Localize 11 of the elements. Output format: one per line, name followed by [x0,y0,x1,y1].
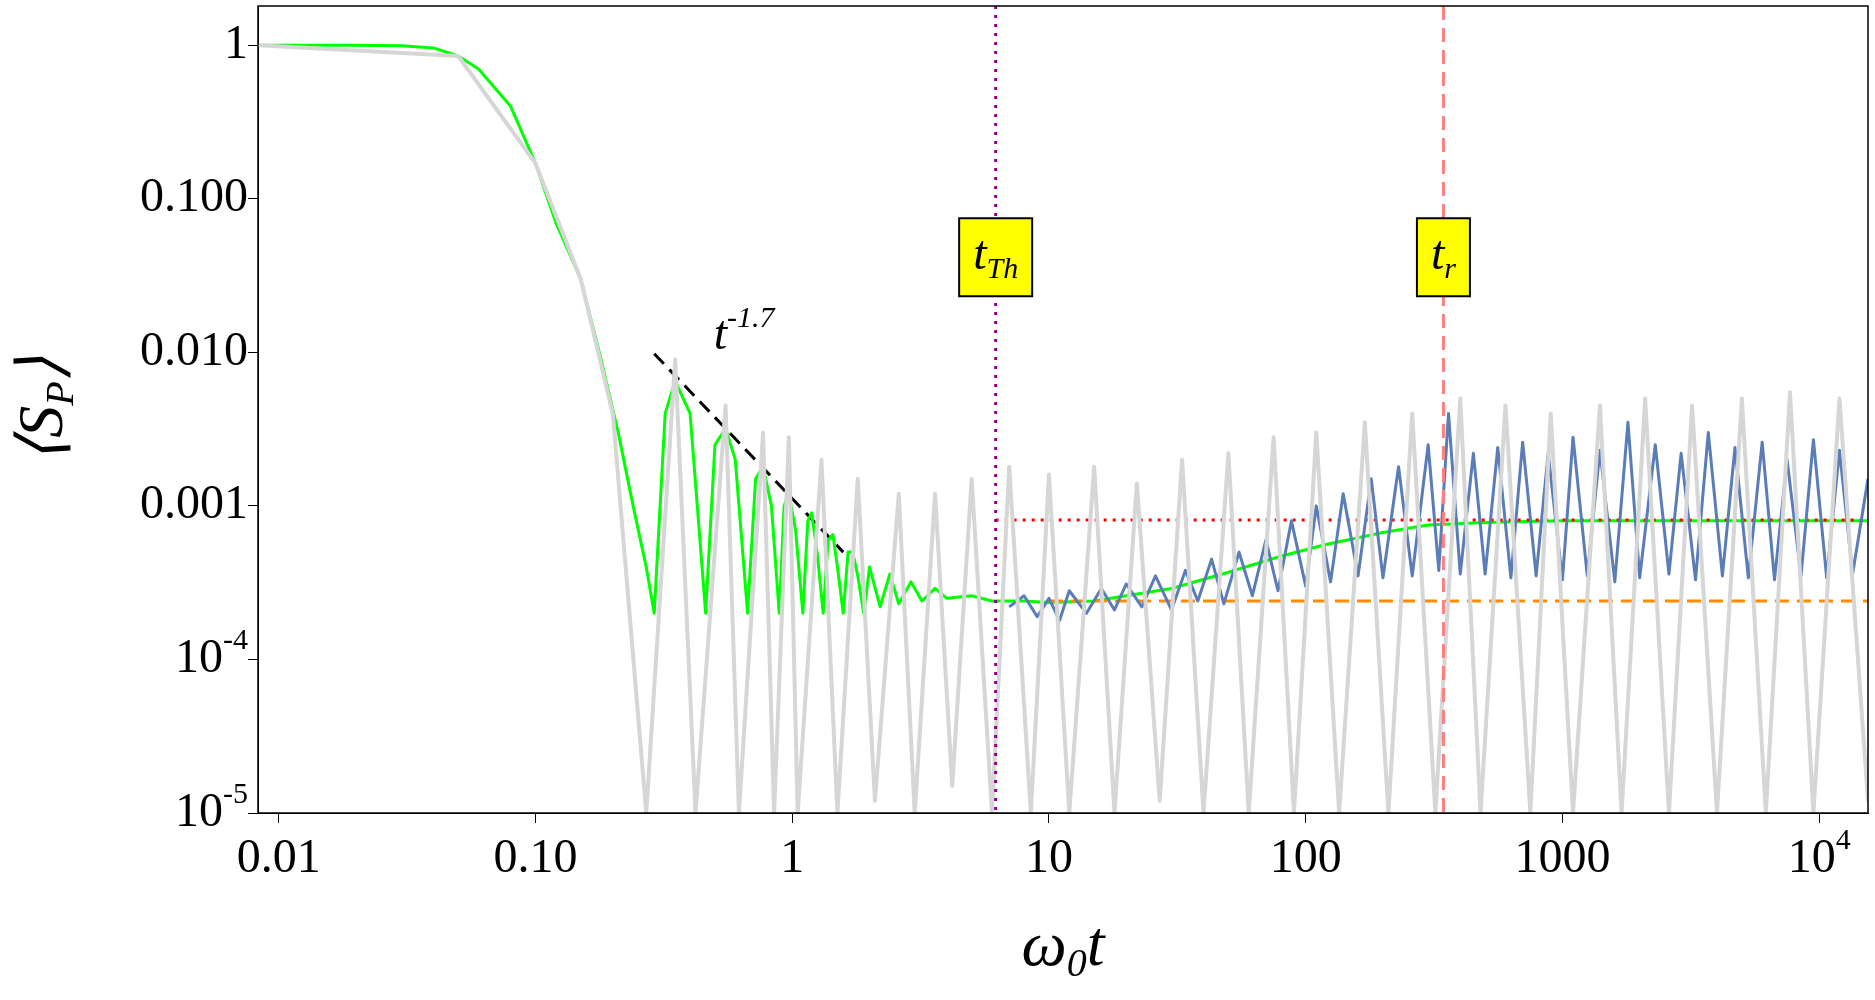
y-tick-label: 0.001 [140,475,248,529]
y-tick-label: 0.100 [140,168,248,222]
x-tick-label: 10 [1024,828,1073,882]
y-tick-label: 0.010 [140,321,248,375]
x-tick-label: 100 [1269,828,1342,882]
x-tick-label: 0.10 [493,828,578,882]
x-tick-label: 0.01 [236,828,321,882]
y-tick-label: 1 [224,14,248,68]
y-axis-title: ⟨SP⟩ [4,356,83,463]
x-tick-label: 1000 [1514,828,1611,882]
x-tick-label: 1 [780,828,805,882]
